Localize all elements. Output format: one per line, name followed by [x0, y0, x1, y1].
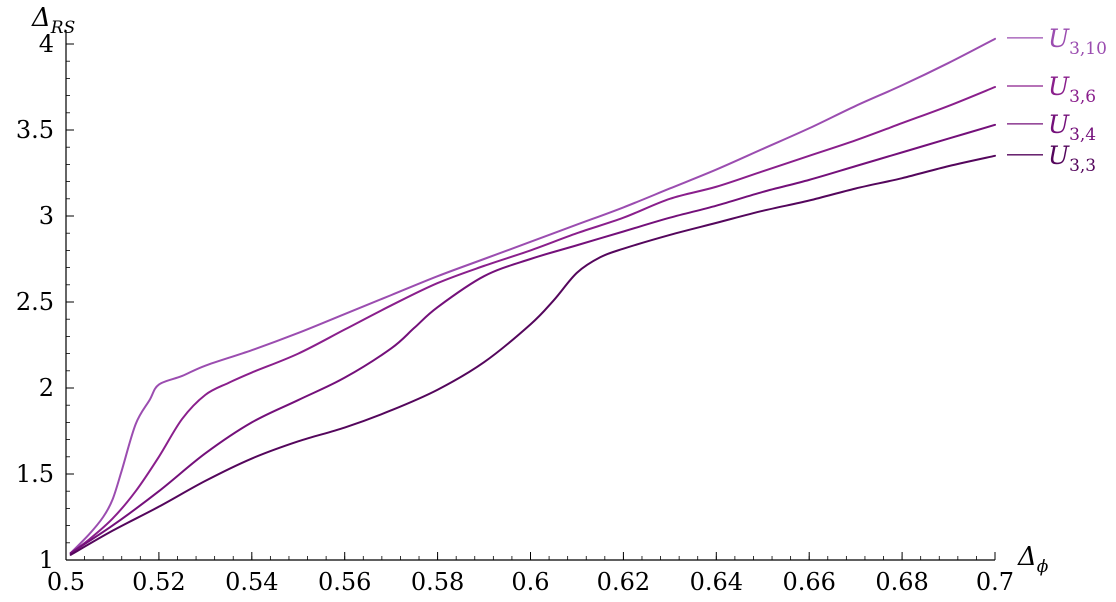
legend-entry-label: U3,3 [1048, 141, 1096, 176]
y-tick-label: 3.5 [16, 116, 54, 144]
x-tick-label: 0.54 [225, 568, 278, 596]
series-line-3-4 [69, 123, 996, 555]
y-tick-label: 3 [39, 202, 54, 230]
x-tick-label: 0.5 [47, 568, 85, 596]
x-tick-label: 0.58 [411, 568, 464, 596]
x-tick-label: 0.7 [976, 568, 1014, 596]
legend-entry-label: U3,4 [1048, 110, 1096, 145]
legend-entry-label: U3,10 [1048, 24, 1107, 59]
y-axis-label: ΔRS [31, 3, 75, 38]
axes-layer: 0.5 0.52 0.54 0.56 0.58 0.6 0.62 0.64 0.66 0.68 0.… [16, 30, 1014, 596]
x-axis-label: Δϕ [1017, 542, 1049, 577]
series-layer [69, 37, 996, 556]
y-tick-label: 2.5 [16, 288, 54, 316]
y-tick-label: 2 [39, 374, 54, 402]
x-tick-label: 0.52 [132, 568, 185, 596]
series-line-3-3 [69, 154, 996, 556]
x-tick-label: 0.66 [782, 568, 835, 596]
legend-entry-label: U3,6 [1048, 72, 1096, 107]
series-line-3-6 [69, 86, 996, 555]
y-tick-label: 1.5 [16, 460, 54, 488]
x-tick-label: 0.62 [597, 568, 650, 596]
x-tick-label: 0.6 [511, 568, 549, 596]
legend: U3,10 U3,6U3,4U3,3 [1007, 24, 1107, 176]
x-tick-label: 0.68 [875, 568, 928, 596]
y-tick-label: 1 [39, 546, 54, 574]
x-tick-label: 0.56 [318, 568, 371, 596]
y-tick-label: 4 [39, 30, 54, 58]
x-tick-label: 0.64 [690, 568, 743, 596]
series-line-3-10 [69, 37, 996, 555]
